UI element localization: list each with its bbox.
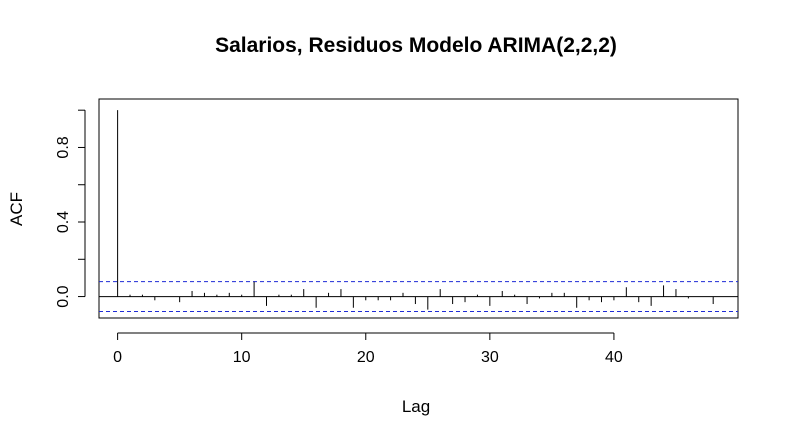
chart-title: Salarios, Residuos Modelo ARIMA(2,2,2) [215,34,617,57]
y-tick-label: 0.0 [55,285,72,307]
y-axis-label: ACF [7,192,26,226]
x-tick-label: 30 [481,349,499,366]
x-tick-label: 20 [357,349,375,366]
x-tick-label: 40 [605,349,623,366]
y-tick-label: 0.8 [55,136,72,158]
plot-frame [98,98,739,319]
x-axis-label: Lag [402,397,430,416]
x-tick-label: 0 [113,349,122,366]
x-tick-label: 10 [233,349,251,366]
y-tick-label: 0.4 [55,211,72,233]
